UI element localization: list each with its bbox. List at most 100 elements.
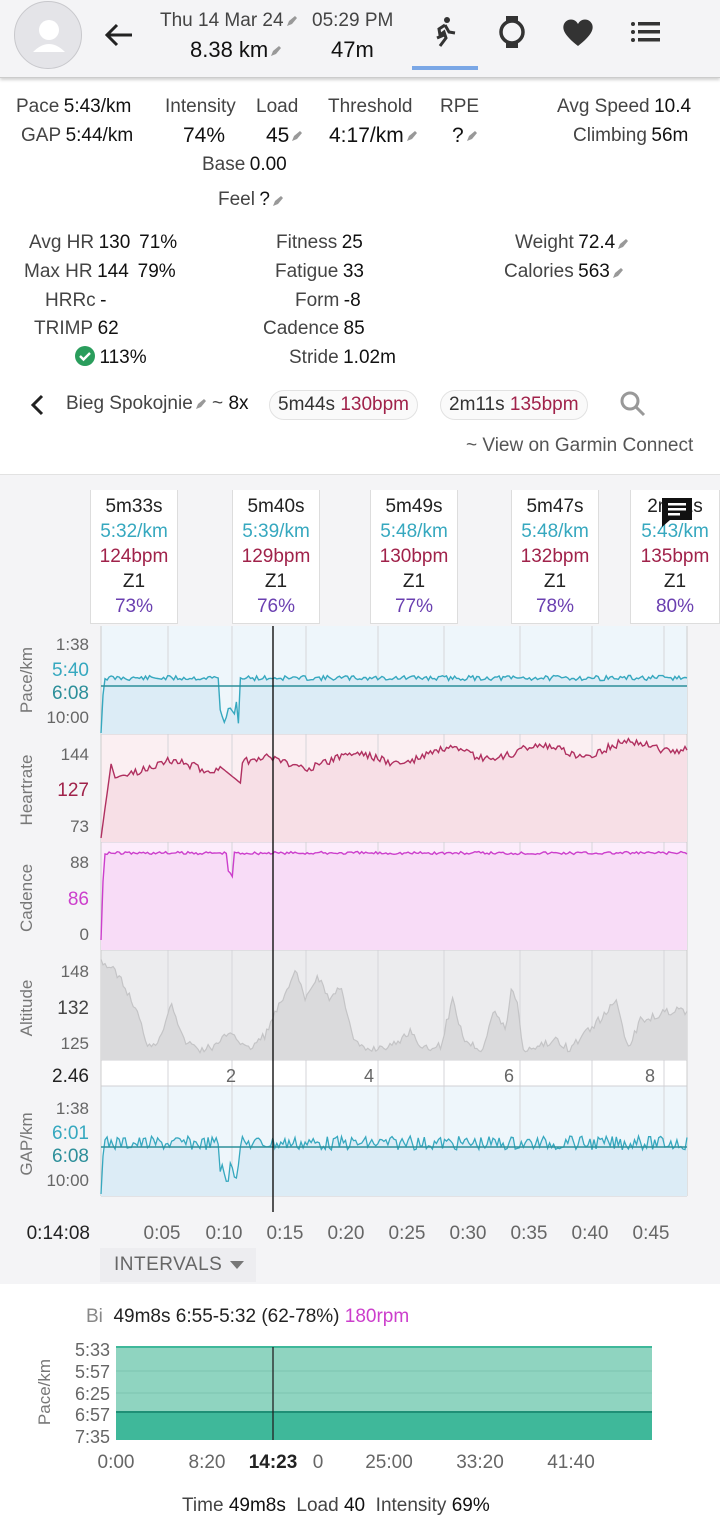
back-arrow-icon[interactable]: [102, 20, 136, 50]
time-tick: 0:45: [633, 1223, 670, 1244]
threshold-label: Threshold: [328, 96, 413, 117]
distance-tick: 4: [364, 1066, 374, 1086]
garmin-connect-link[interactable]: ~ View on Garmin Connect: [466, 435, 694, 456]
fitness-value: 25: [341, 232, 363, 253]
tab-underline: [412, 66, 478, 70]
time-tick: 0:10: [206, 1223, 243, 1244]
edit-icon[interactable]: [270, 45, 282, 57]
heart-icon[interactable]: [560, 14, 596, 50]
activity-date[interactable]: Thu 14 Mar 24: [160, 10, 298, 32]
y-tick-label: 125: [61, 1034, 89, 1053]
pace-stat: Pace 5:43/km: [16, 96, 131, 118]
lap-zone: Z1: [122, 571, 146, 592]
stride-value: 1.02m: [343, 347, 396, 368]
comment-icon[interactable]: [660, 496, 694, 528]
activity-charts[interactable]: Pace/km Heartrate Cadence Altitude GAP/km 1:3…: [0, 624, 720, 1284]
time-tick: 0:15: [267, 1223, 304, 1244]
threshold-value[interactable]: 4:17/km: [329, 124, 418, 148]
trimp-value: 62: [97, 318, 119, 339]
weight-value: 72.4: [578, 232, 616, 253]
lap-pace: 5:32/km: [100, 521, 168, 542]
distance-text: 8.38 km: [190, 37, 269, 62]
x-tick-label: 8:20: [189, 1452, 226, 1473]
axis-title-cadence: Cadence: [17, 864, 36, 932]
interval-chart[interactable]: Pace/km 5:335:576:256:577:35 0:00 8:20 25:00…: [0, 1330, 720, 1480]
lap-hr: 124bpm: [99, 546, 169, 567]
time-value: 49m8s: [228, 1495, 286, 1516]
lap-card[interactable]: 5m40s 5:39/km 129bpm Z1 76%: [232, 490, 320, 624]
hrrc-label: HRRc: [45, 290, 96, 311]
hrrc-stat: HRRc -: [45, 290, 106, 312]
intervals-dropdown[interactable]: INTERVALS: [100, 1248, 256, 1282]
load-value[interactable]: 45: [266, 124, 303, 148]
calories-stat[interactable]: Calories 563: [504, 261, 624, 283]
gap-stat: GAP 5:44/km: [21, 125, 133, 147]
base-value: 0.00: [249, 154, 287, 175]
efficiency-stat: 113%: [75, 346, 147, 369]
running-icon[interactable]: [426, 14, 462, 50]
time-tick: 0:30: [450, 1223, 487, 1244]
lap-pct: 77%: [394, 596, 434, 617]
edit-icon[interactable]: [466, 130, 478, 142]
y-tick-label: 0: [80, 925, 89, 944]
lap-time: 5m40s: [247, 496, 305, 517]
activity-duration: 47m: [331, 37, 374, 62]
base-label: Base: [202, 154, 246, 175]
lap-card[interactable]: 5m49s 5:48/km 130bpm Z1 77%: [370, 490, 458, 624]
y-tick-label: 6:08: [52, 683, 89, 704]
y-tick-label: 88: [70, 853, 89, 872]
form-stat: Form -8: [295, 290, 361, 312]
edit-icon[interactable]: [617, 238, 629, 250]
edit-icon[interactable]: [195, 398, 207, 410]
edit-icon[interactable]: [612, 267, 624, 279]
climbing-label: Climbing: [573, 125, 647, 146]
activity-distance[interactable]: 8.38 km: [190, 37, 282, 63]
watch-icon[interactable]: [494, 14, 530, 50]
rpe-value[interactable]: ?: [452, 124, 478, 148]
cadence-line: [100, 850, 688, 941]
interval-chip-1[interactable]: 5m44s 130bpm: [269, 390, 418, 420]
check-circle-icon: [75, 346, 95, 366]
max-hr-value: 144: [97, 261, 129, 282]
intensity-value: 69%: [451, 1495, 490, 1516]
lap-card[interactable]: 5m47s 5:48/km 132bpm Z1 78%: [511, 490, 599, 624]
cadence-stat: Cadence 85: [263, 318, 365, 340]
search-icon[interactable]: [618, 389, 648, 419]
intensity-value: 74%: [183, 124, 226, 147]
gap-value: 5:44/km: [65, 125, 134, 146]
axis-title-pace: Pace/km: [17, 647, 36, 713]
edit-icon[interactable]: [286, 15, 298, 27]
lap-card[interactable]: 5m33s 5:32/km 124bpm Z1 73%: [90, 490, 178, 624]
axis-title-altitude: Altitude: [17, 980, 36, 1037]
time-tick: 0:35: [511, 1223, 548, 1244]
gap-area: [101, 1136, 687, 1196]
date-text: Thu 14 Mar 24: [160, 10, 284, 31]
edit-icon[interactable]: [272, 195, 284, 207]
heartrate-area: [101, 738, 687, 842]
edit-icon[interactable]: [406, 130, 418, 142]
efficiency-value: 113%: [99, 347, 147, 368]
y-tick-label: 1:38: [56, 1099, 89, 1118]
lap-zone: Z1: [402, 571, 426, 592]
distance-axis-bg: [101, 1060, 687, 1086]
y-tick-label: 6:01: [52, 1123, 89, 1144]
edit-icon[interactable]: [291, 130, 303, 142]
y-tick-label: 10:00: [46, 1171, 89, 1190]
list-icon[interactable]: [628, 14, 664, 50]
top-bar: Thu 14 Mar 24 05:29 PM 8.38 km 47m: [0, 0, 720, 78]
lap-time: 5m33s: [105, 496, 163, 517]
y-tick-label: 127: [57, 780, 89, 801]
avatar[interactable]: [14, 1, 82, 69]
chip-hr: 135bpm: [509, 394, 579, 415]
avg-speed-value: 10.4: [654, 96, 692, 117]
lap-pace: 5:48/km: [380, 521, 448, 542]
y-tick-label: 7:35: [75, 1427, 110, 1447]
chevron-left-icon[interactable]: [28, 393, 48, 417]
interval-chip-2[interactable]: 2m11s 135bpm: [440, 390, 588, 420]
feel-stat[interactable]: Feel ?: [218, 189, 284, 211]
distance-tick: 2: [226, 1066, 236, 1086]
activity-time[interactable]: 05:29 PM: [312, 10, 394, 31]
weight-stat[interactable]: Weight 72.4: [515, 232, 629, 254]
lap-pct: 73%: [114, 596, 154, 617]
workout-name[interactable]: Bieg Spokojnie ~ 8x: [66, 393, 249, 415]
